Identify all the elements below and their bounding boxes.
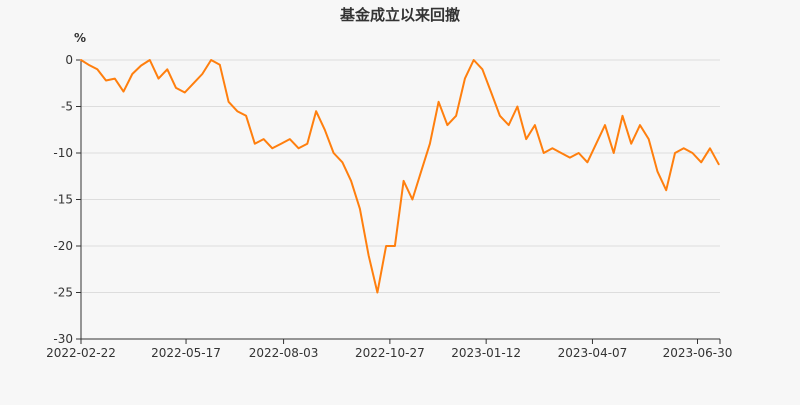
grid-lines	[81, 59, 720, 293]
x-tick-label: 2022-08-03	[249, 346, 319, 360]
y-tick-label: -20	[53, 239, 73, 253]
y-unit-label: %	[74, 31, 86, 45]
x-tick-label: 2022-10-27	[355, 346, 425, 360]
x-tick-label: 2022-05-17	[151, 346, 221, 360]
series-layer	[80, 59, 720, 294]
y-tick-label: -30	[53, 332, 73, 346]
y-tick-label: -10	[53, 146, 73, 160]
y-tick-label: 0	[65, 53, 73, 67]
y-tick-label: -5	[61, 100, 73, 114]
y-tick-label: -15	[53, 193, 73, 207]
drawdown-series-line	[80, 59, 720, 294]
x-tick-label: 2023-04-07	[558, 346, 628, 360]
chart-title: 基金成立以来回撤	[339, 6, 460, 24]
x-tick-label: 2023-01-12	[451, 346, 521, 360]
x-tick-label: 2023-06-30	[663, 346, 733, 360]
x-tick-label: 2022-02-22	[46, 346, 116, 360]
y-tick-label: -25	[53, 286, 73, 300]
